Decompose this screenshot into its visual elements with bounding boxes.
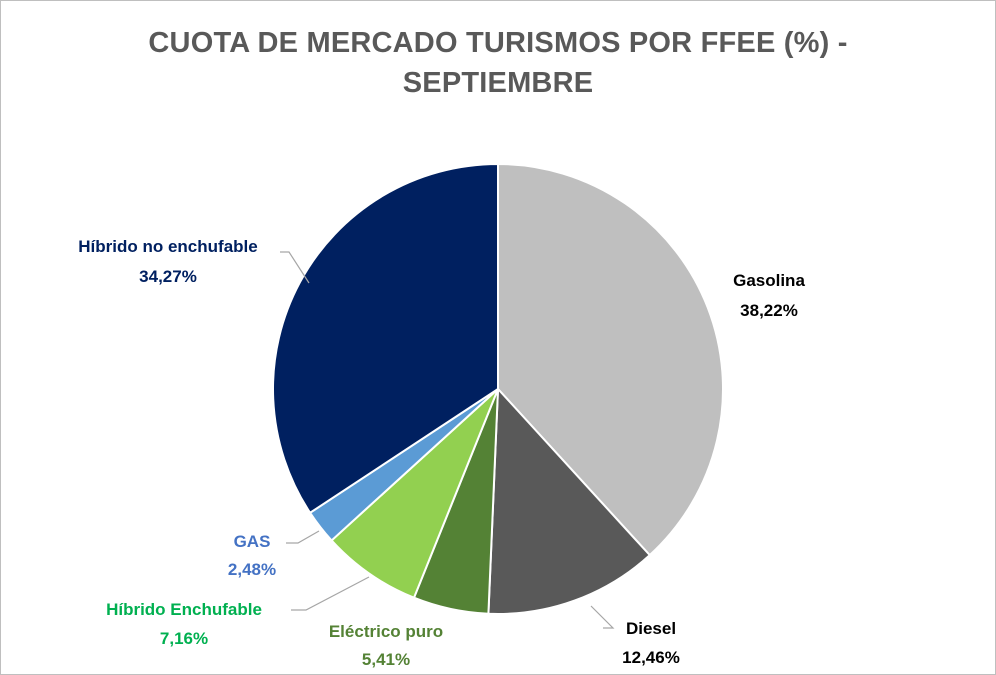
pie-slice-h-brido-no-enchufable [272, 162, 499, 515]
slice-name-label: Eléctrico puro [329, 622, 443, 641]
pie-slices [272, 162, 724, 615]
data-labels: Gasolina 38,22% Diesel 12,46% Eléctrico puro… [78, 237, 805, 669]
leader-line [590, 605, 615, 629]
slice-value-label: 34,27% [139, 267, 197, 286]
leader-line [280, 251, 310, 284]
slice-value-label: 38,22% [740, 301, 798, 320]
slice-name-label: Híbrido no enchufable [78, 237, 257, 256]
pie-slice-gasolina [497, 162, 724, 557]
leader-lines [280, 251, 615, 629]
slice-value-label: 7,16% [160, 629, 208, 648]
leader-line [286, 530, 320, 544]
leader-line [291, 576, 370, 611]
slice-name-label: Diesel [626, 619, 676, 638]
slice-value-label: 12,46% [622, 648, 680, 667]
slice-name-label: Híbrido Enchufable [106, 600, 262, 619]
slice-value-label: 5,41% [362, 650, 410, 669]
slice-value-label: 2,48% [228, 560, 276, 579]
chart-title-line-2: SEPTIEMBRE [402, 67, 594, 99]
pie-slice-diesel [487, 386, 652, 615]
chart-title: CUOTA DE MERCADO TURISMOS POR FFEE (%) -… [1, 23, 995, 103]
chart-title-line-1: CUOTA DE MERCADO TURISMOS POR FFEE (%) - [148, 27, 848, 59]
slice-name-label: GAS [234, 532, 271, 551]
slice-name-label: Gasolina [733, 271, 805, 290]
pie-slice-h-brido-enchufable [330, 388, 499, 600]
